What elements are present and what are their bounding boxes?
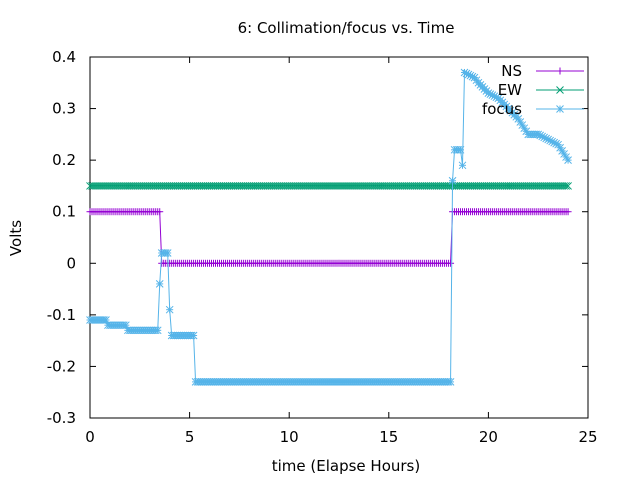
plot-frame (89, 56, 589, 419)
data-point-focus (564, 156, 572, 164)
data-point-focus (153, 326, 162, 335)
x-tick-label: 5 (185, 428, 195, 446)
x-tick-label: 10 (280, 428, 299, 446)
data-point-NS (156, 208, 164, 216)
series-focus (86, 68, 572, 386)
data-point-focus (122, 321, 130, 330)
series-layer (86, 68, 572, 386)
data-point-EW (564, 182, 572, 190)
data-point-focus (165, 305, 174, 314)
x-tick-label: 15 (379, 428, 398, 446)
x-tick-label: 0 (85, 428, 95, 446)
legend-label-NS: NS (501, 62, 522, 80)
data-point-focus (448, 176, 457, 185)
data-point-NS (564, 208, 572, 216)
data-point-focus (446, 378, 455, 386)
legend-label-focus: focus (482, 100, 522, 118)
y-tick-label: -0.1 (47, 306, 76, 324)
data-point-focus (458, 161, 467, 170)
data-point-focus (163, 249, 172, 257)
data-point-focus (155, 280, 164, 288)
legend-marker-focus (556, 105, 564, 113)
series-NS (86, 208, 572, 267)
y-tick-label: -0.2 (47, 357, 76, 375)
x-axis-label: time (Elapse Hours) (272, 457, 420, 475)
data-point-focus (189, 331, 198, 340)
y-tick-label: 0.3 (52, 100, 76, 118)
y-tick-label: -0.3 (47, 409, 76, 427)
y-tick-label: 0.2 (52, 151, 76, 169)
y-axis-label: Volts (7, 220, 25, 256)
x-tick-label: 20 (479, 428, 498, 446)
x-tick-label: 25 (578, 428, 597, 446)
data-point-EW (562, 182, 570, 190)
chart-title: 6: Collimation/focus vs. Time (238, 19, 455, 37)
data-point-focus (456, 145, 465, 154)
y-tick-label: 0 (66, 254, 76, 272)
data-point-NS (447, 259, 455, 267)
series-line-focus (90, 71, 569, 383)
y-tick-label: 0.1 (52, 203, 76, 221)
series-EW (86, 182, 572, 190)
y-tick-label: 0.4 (52, 48, 76, 66)
axis-ticks: 0 5 10 15 20 25 -0.3 -0.2 -0.1 0 0.1 0.2 0.3 0.4 (47, 48, 598, 446)
legend-label-EW: EW (498, 81, 522, 99)
legend-marker-NS (556, 67, 564, 75)
legend-marker-EW (556, 86, 564, 94)
